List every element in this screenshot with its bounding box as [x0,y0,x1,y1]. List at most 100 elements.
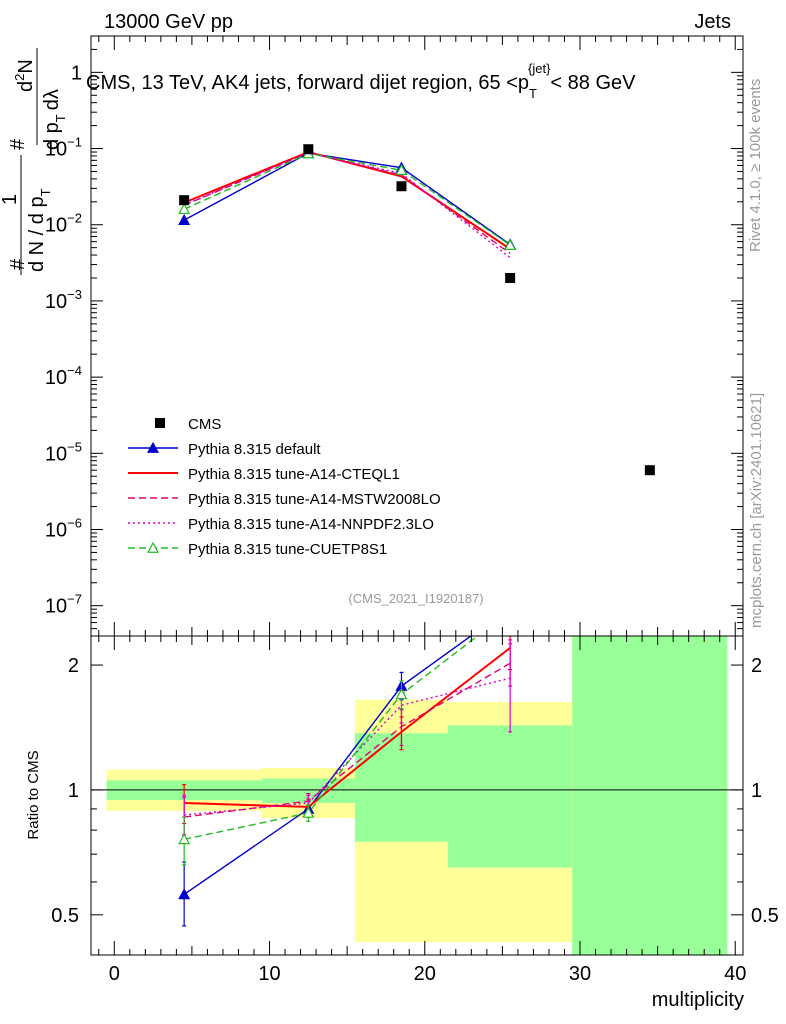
main-series-marker-4-0 [178,202,191,215]
main-series-marker-4-2 [395,163,408,176]
header-left: 13000 GeV pp [104,11,233,33]
main-ytick-base-5: 10 [45,443,67,465]
ratio-series-line-0 [183,636,473,895]
ylabel-den-text: d N / d p [26,196,48,272]
ratio-series-line-1 [184,647,511,808]
ratio-xtick-label-4: 40 [724,963,746,985]
data-point-3 [505,272,516,283]
main-ytick-label-4: 10−4 [45,363,82,389]
ylabel-denominator-1: d N / d pT [26,188,53,272]
ratio-ytick-label-right-1: 1 [751,780,762,802]
uncertainty-band-stat-4 [572,636,728,955]
ylabel-den2-dl: dλ [41,89,63,110]
legend-label-1: Pythia 8.315 tune-A14-CTEQL1 [188,466,400,483]
legend-label-2: Pythia 8.315 tune-A14-MSTW2008LO [188,491,441,508]
main-ytick-exp-2: −2 [67,211,82,226]
legend-label-0: Pythia 8.315 default [188,441,321,458]
ratio-series-marker-4-1 [302,806,315,818]
ylabel-den-sub: T [38,188,53,196]
ratio-ytick-label-right-0: 0.5 [751,905,779,927]
ratio-ytick-label-right-2: 2 [751,655,762,677]
ratio-series-marker-4-2 [395,688,408,700]
main-series-group [178,144,655,476]
main-series-line-4 [183,152,511,246]
ratio-ytick-label-left-2: 2 [68,655,79,677]
y-axis-label: # 1 d N / d pT # d2N d pTdλ [0,48,68,275]
title-subscript: T [529,86,537,101]
ratio-series-marker-0-3 [505,603,515,612]
ratio-series-marker-4-0 [178,833,191,845]
main-series-marker-4-3 [504,238,517,250]
plot-layer [178,144,655,927]
main-ytick-label-0: 1 [71,62,82,84]
data-point-0 [179,195,190,206]
ylabel-one: 1 [0,194,21,205]
data-point-4 [644,465,655,476]
main-ytick-label-5: 10−5 [45,439,82,465]
main-ytick-base-7: 10 [45,596,67,618]
x-axis-label: multiplicity [652,989,744,1011]
ratio-xtick-label-0: 0 [109,963,120,985]
main-ytick-label-1: 10−1 [45,135,82,161]
main-series-marker-0-0 [178,213,191,225]
main-ytick-exp-7: −7 [67,592,82,607]
ratio-xtick-label-2: 20 [414,963,436,985]
legend-label-cms: CMS [188,416,221,433]
legend-label-4: Pythia 8.315 tune-CUETP8S1 [188,541,387,558]
main-ytick-base-3: 10 [45,291,67,313]
ratio-series-line-3 [184,677,511,816]
ratio-panel [91,636,743,955]
main-series-line-0 [183,152,511,246]
main-ytick-exp-5: −5 [67,439,82,454]
main-title: CMS, 13 TeV, AK4 jets, forward dijet reg… [86,61,636,101]
legend-marker-0 [146,441,160,453]
ratio-series-marker-4-3 [505,606,515,615]
ylabel-den2-dp: d p [41,122,63,150]
main-ytick-base-6: 10 [45,519,67,541]
title-superscript: {jet} [528,61,551,76]
ylabel-hash-2: # [7,138,29,150]
ylabel-numerator: d2N [12,59,37,92]
legend-symbol-cms [155,418,165,428]
main-series-line-3 [183,152,511,259]
data-point-2 [396,181,407,192]
ratio-xtick-label-3: 30 [569,963,591,985]
watermark: (CMS_2021_I1920187) [348,591,483,606]
ylabel-denominator-2: d pTdλ [41,89,68,150]
ratio-ylabel: Ratio to CMS [25,750,42,839]
ratio-frame [90,635,744,956]
title-end-part: < 88 GeV [550,72,636,94]
main-ytick-exp-3: −3 [67,287,82,302]
ratio-ytick-label-left-0: 0.5 [51,905,79,927]
ratio-ytick-label-left-1: 1 [68,780,79,802]
uncertainty-band-stat-3 [448,725,573,868]
rivet-label: Rivet 4.1.0, ≥ 100k events [747,79,764,252]
mcplots-label: mcplots.cern.ch [arXiv:2401.10621] [748,393,765,628]
ratio-series-marker-0-0 [178,888,191,900]
main-ytick-exp-4: −4 [67,363,82,378]
main-series-line-2 [183,152,511,255]
main-ytick-label-7: 10−7 [45,592,82,618]
ratio-xtick-label-1: 10 [258,963,280,985]
main-ytick-exp-6: −6 [67,515,82,530]
main-ytick-label-3: 10−3 [45,287,82,313]
ylabel-num-n: N [15,59,37,73]
ratio-series-group [178,603,515,927]
main-ytick-label-6: 10−6 [45,515,82,541]
main-ytick-base-1: 10 [45,139,67,161]
main-series-line-1 [183,150,511,250]
legend-label-3: Pythia 8.315 tune-A14-NNPDF2.3LO [188,516,434,533]
ratio-series-line-4 [183,636,479,841]
ylabel-hash-1: # [7,258,29,270]
header-right: Jets [694,11,731,33]
main-ytick-base-4: 10 [45,367,67,389]
legend: CMS Pythia 8.315 default Pythia 8.315 tune… [128,416,441,558]
axes-frame: 110−110−210−310−410−510−610−70 10 20 30 400.… [45,35,779,985]
title-main-part: CMS, 13 TeV, AK4 jets, forward dijet reg… [86,72,529,94]
ylabel-num-d: d [15,81,37,92]
main-ytick-base-2: 10 [45,215,67,237]
ylabel-den2-sub: T [53,114,68,122]
main-ytick-exp-1: −1 [67,135,82,150]
legend-marker-4 [146,541,160,553]
